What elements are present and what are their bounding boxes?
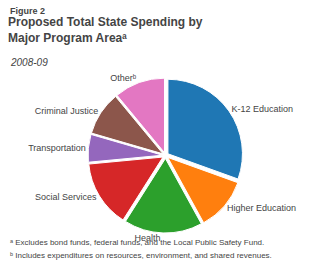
svg-text:Higher Education: Higher Education bbox=[227, 203, 296, 213]
svg-text:Social Services: Social Services bbox=[35, 192, 97, 202]
svg-text:Proposed Total State Spending: Proposed Total State Spending byMajor Pr… bbox=[8, 15, 203, 45]
svg-text:Criminal Justice: Criminal Justice bbox=[35, 106, 99, 116]
svg-text:K-12 Education: K-12 Education bbox=[231, 104, 293, 114]
svg-text:Otherᵇ: Otherᵇ bbox=[110, 73, 137, 83]
svg-text:ᵇ Includes expenditures on res: ᵇ Includes expenditures on resources, en… bbox=[10, 251, 272, 260]
svg-text:Figure 2: Figure 2 bbox=[10, 6, 45, 16]
svg-text:2008-09: 2008-09 bbox=[10, 57, 48, 68]
svg-text:Transportation: Transportation bbox=[28, 143, 86, 153]
svg-text:ᵃ Excludes bond funds, federal: ᵃ Excludes bond funds, federal funds, an… bbox=[10, 238, 264, 247]
svg-text:Health: Health bbox=[135, 233, 161, 243]
